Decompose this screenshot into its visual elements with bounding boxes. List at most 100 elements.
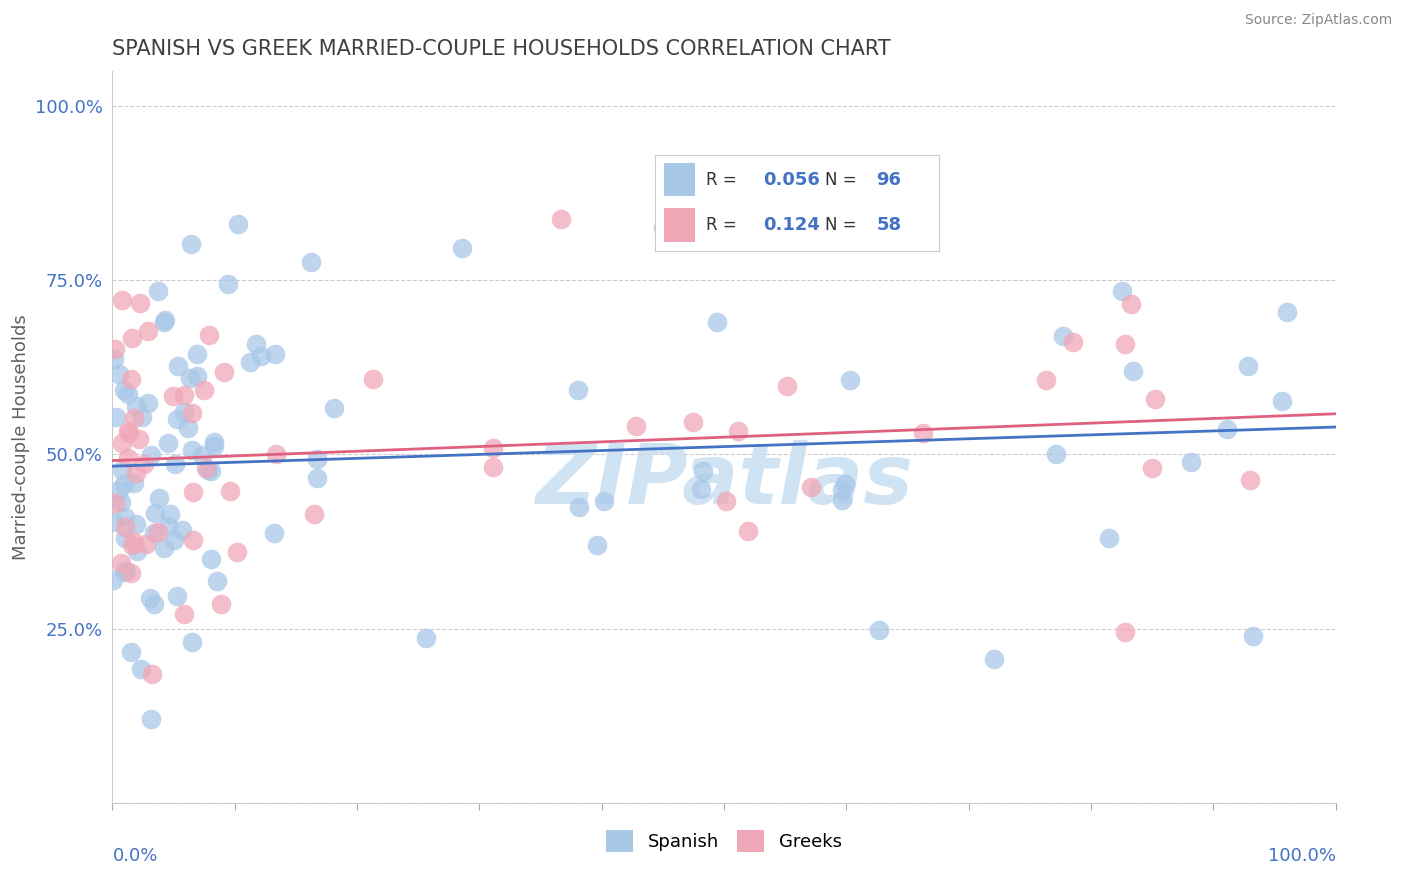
- Point: [226, 544, 249, 558]
- Point: [173, 607, 195, 622]
- Point: [139, 712, 162, 726]
- Point: [1237, 359, 1260, 373]
- Point: [239, 355, 262, 369]
- Point: [567, 383, 589, 397]
- Text: Source: ZipAtlas.com: Source: ZipAtlas.com: [1244, 13, 1392, 28]
- Point: [202, 435, 225, 450]
- Point: [159, 507, 181, 521]
- Bar: [664, 163, 695, 196]
- Point: [183, 533, 205, 547]
- Point: [193, 383, 215, 397]
- Point: [714, 494, 737, 508]
- Text: 0.124: 0.124: [763, 216, 820, 234]
- Point: [156, 519, 179, 533]
- Point: [482, 460, 505, 475]
- Point: [173, 387, 195, 401]
- Point: [593, 494, 616, 508]
- Point: [1111, 284, 1133, 298]
- Text: 0.056: 0.056: [763, 170, 820, 188]
- Point: [111, 293, 134, 307]
- Point: [146, 285, 169, 299]
- Point: [124, 399, 146, 413]
- Point: [104, 342, 127, 356]
- Point: [111, 436, 134, 450]
- Point: [624, 419, 647, 434]
- Point: [1180, 455, 1202, 469]
- Point: [141, 667, 163, 681]
- Point: [166, 412, 188, 426]
- Text: 100.0%: 100.0%: [1268, 847, 1336, 864]
- Point: [1271, 393, 1294, 408]
- Point: [263, 347, 285, 361]
- Point: [737, 524, 759, 538]
- Point: [186, 347, 208, 361]
- Point: [1062, 334, 1084, 349]
- Point: [166, 359, 188, 373]
- Point: [114, 510, 136, 524]
- Point: [131, 409, 153, 424]
- Point: [197, 463, 219, 477]
- Point: [1045, 447, 1067, 461]
- Point: [136, 324, 159, 338]
- Point: [302, 507, 325, 521]
- Point: [166, 590, 188, 604]
- Point: [706, 315, 728, 329]
- Point: [1241, 629, 1264, 643]
- Point: [1239, 473, 1261, 487]
- Point: [217, 277, 239, 292]
- Point: [118, 426, 141, 441]
- Point: [122, 535, 145, 549]
- Text: R =: R =: [706, 170, 742, 188]
- Point: [568, 500, 591, 514]
- Point: [1114, 337, 1136, 351]
- Point: [586, 537, 609, 551]
- Text: ZIPatlas: ZIPatlas: [536, 441, 912, 522]
- Point: [200, 464, 222, 478]
- Point: [682, 415, 704, 429]
- Point: [181, 443, 204, 458]
- Point: [156, 435, 179, 450]
- Point: [121, 538, 143, 552]
- Point: [136, 395, 159, 409]
- Point: [128, 432, 150, 446]
- Point: [299, 254, 322, 268]
- Point: [103, 352, 125, 367]
- Point: [775, 379, 797, 393]
- Point: [1121, 297, 1143, 311]
- Point: [108, 367, 131, 381]
- Text: N =: N =: [825, 170, 862, 188]
- Bar: [664, 208, 695, 242]
- Point: [153, 315, 176, 329]
- Point: [110, 495, 132, 509]
- Point: [690, 482, 713, 496]
- Point: [1275, 304, 1298, 318]
- Point: [305, 471, 328, 485]
- Text: R =: R =: [706, 216, 742, 234]
- Y-axis label: Married-couple Households: Married-couple Households: [11, 314, 30, 560]
- Point: [120, 371, 142, 385]
- Point: [112, 476, 135, 491]
- Point: [200, 551, 222, 566]
- Point: [692, 464, 714, 478]
- Point: [202, 439, 225, 453]
- Point: [110, 556, 132, 570]
- Point: [177, 421, 200, 435]
- Point: [117, 386, 139, 401]
- Point: [652, 221, 675, 235]
- Point: [831, 483, 853, 497]
- Point: [181, 485, 204, 500]
- Text: 58: 58: [876, 216, 901, 234]
- Point: [831, 492, 853, 507]
- Point: [226, 218, 249, 232]
- Point: [115, 564, 138, 578]
- Point: [142, 597, 165, 611]
- Point: [800, 480, 823, 494]
- Point: [114, 383, 136, 397]
- Point: [122, 411, 145, 425]
- Point: [122, 475, 145, 490]
- Point: [179, 371, 201, 385]
- Text: 96: 96: [876, 170, 901, 188]
- Point: [912, 426, 935, 441]
- Point: [1144, 392, 1167, 407]
- Point: [152, 541, 174, 556]
